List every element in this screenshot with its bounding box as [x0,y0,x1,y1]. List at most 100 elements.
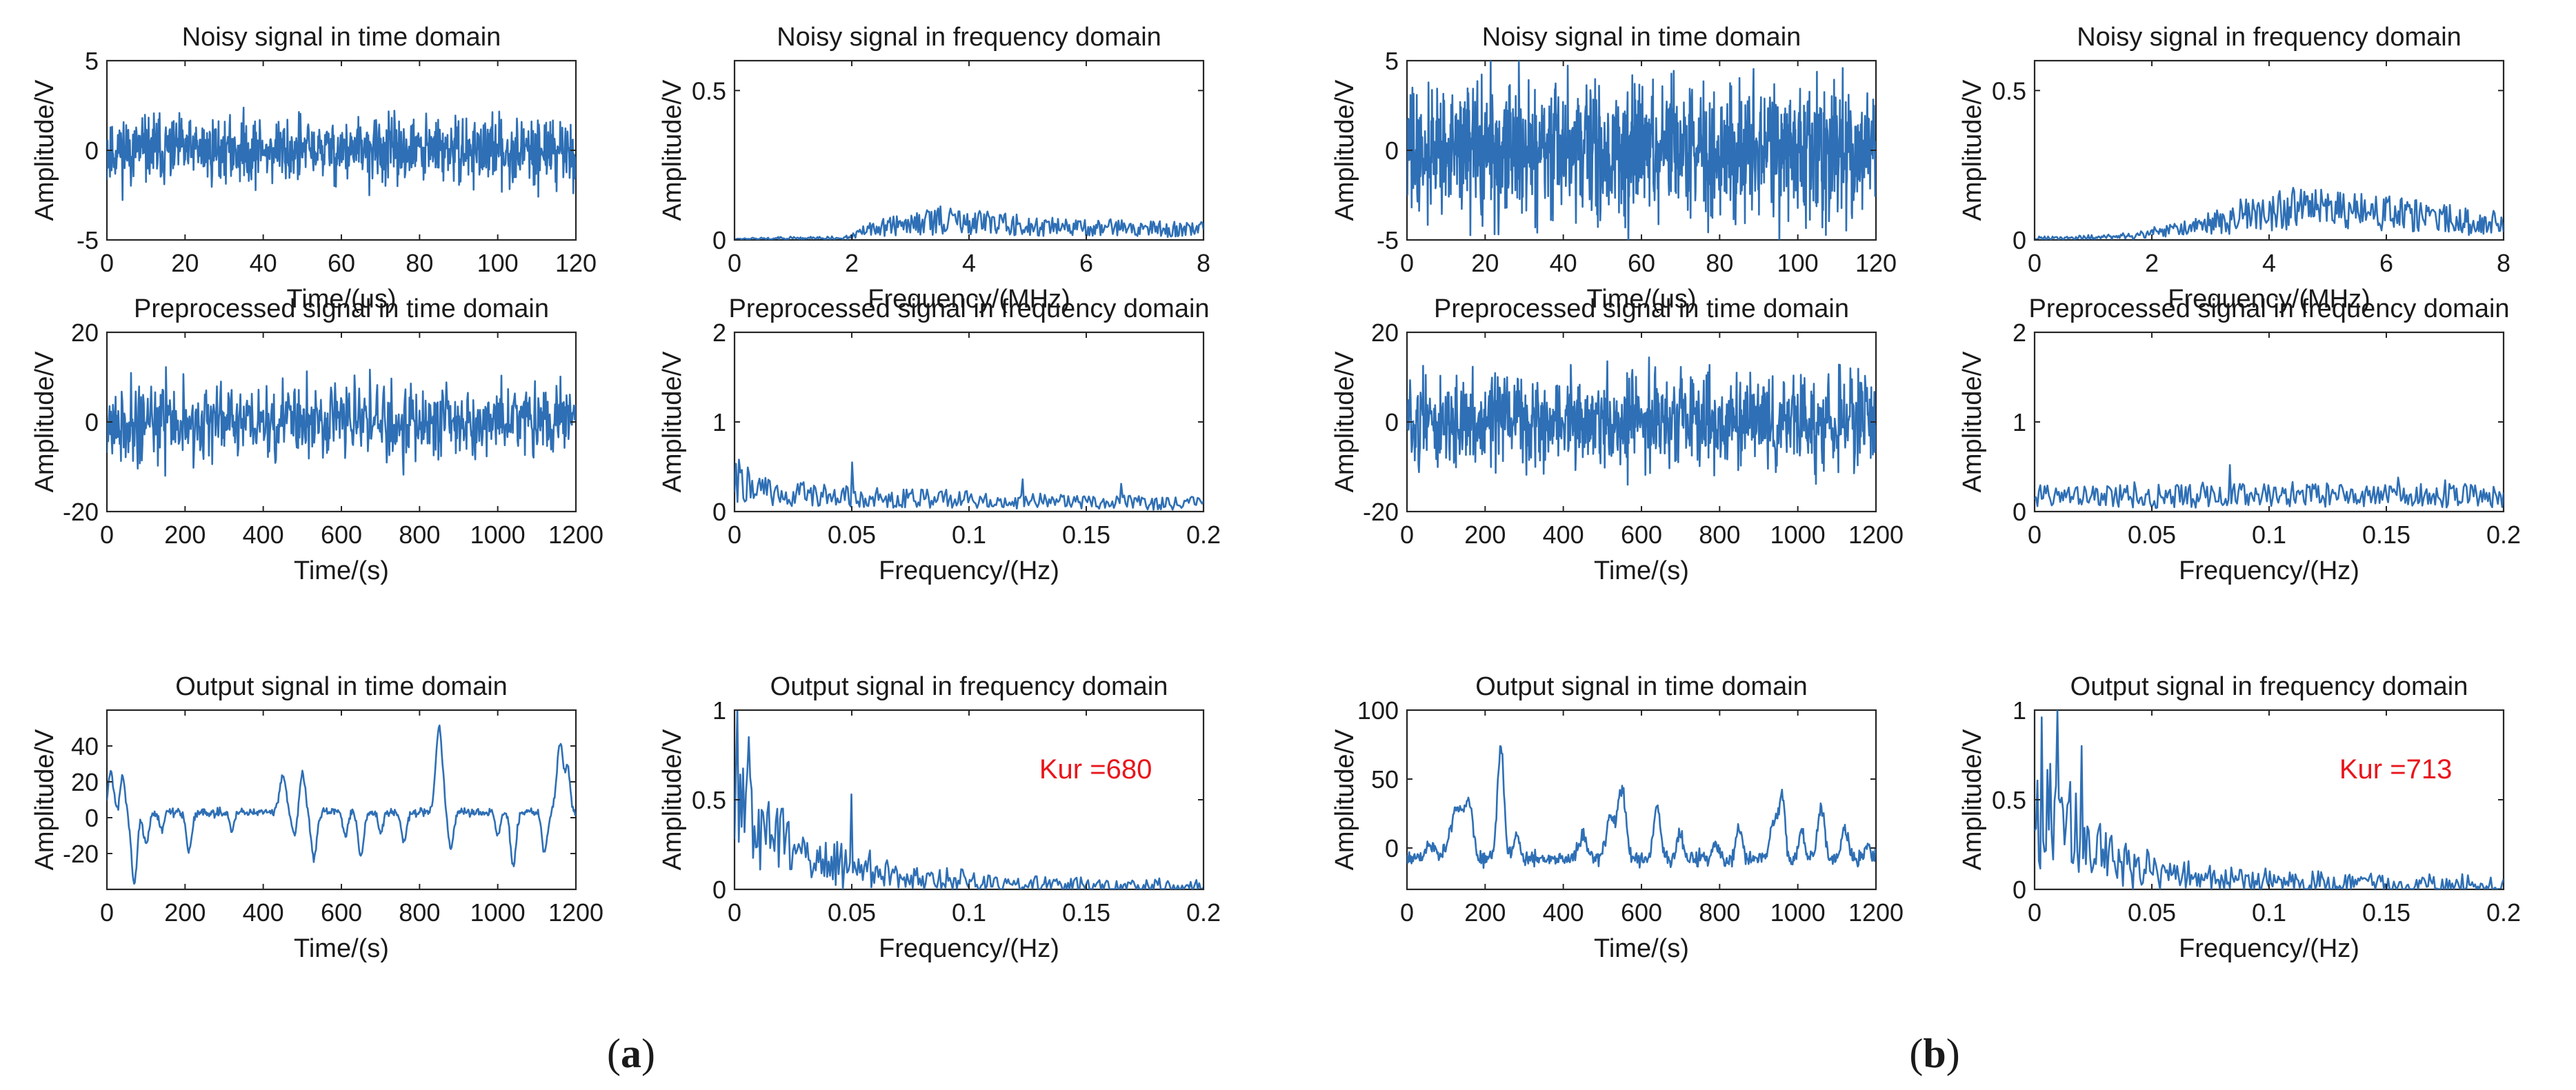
x-axis-label: Time/(us) [1586,285,1696,314]
kurtosis-annotation: Kur =713 [2339,754,2452,785]
x-tick-label: 2 [2145,249,2159,277]
x-tick-label: 0 [2028,249,2041,277]
x-axis-label: Frequency/(Hz) [2179,556,2359,585]
x-tick-label: 0 [728,249,741,277]
x-tick-label: 200 [164,521,206,549]
y-axis-label: Amplitude/V [1958,729,1987,871]
y-axis-label: Amplitude/V [1330,351,1359,493]
y-axis-label: Amplitude/V [658,79,687,221]
x-tick-label: 1200 [1848,521,1904,549]
x-tick-label: 4 [2262,249,2276,277]
y-tick-label: 0 [1385,834,1399,862]
x-tick-label: 400 [243,521,284,549]
y-tick-label: -5 [77,226,99,254]
x-tick-label: 0 [2028,521,2041,549]
y-tick-label: 0 [712,498,726,526]
y-axis-label: Amplitude/V [1958,351,1987,493]
y-axis-label: Amplitude/V [30,729,59,871]
y-tick-label: 0 [85,408,99,436]
y-tick-label: 1 [712,408,726,436]
x-tick-label: 1000 [470,521,526,549]
x-tick-label: 0 [100,521,114,549]
x-tick-label: 600 [1621,521,1662,549]
x-tick-label: 40 [1550,249,1577,277]
subplot-b-out-time: Output signal in time domain 0 200 400 600 80… [1330,672,1904,963]
x-tick-label: 0 [100,249,114,277]
x-tick-label: 1000 [470,898,526,927]
signal-line [1407,61,1876,240]
x-axis-label: Frequency/(MHz) [2168,285,2370,314]
panel-title: Output signal in frequency domain [770,672,1168,701]
y-axis-label: Amplitude/V [30,351,59,493]
y-tick-label: 5 [85,47,99,75]
x-tick-label: 20 [1471,249,1499,277]
y-tick-label: 0 [2013,498,2026,526]
x-tick-label: 0 [728,521,741,549]
x-tick-label: 0.15 [1062,521,1110,549]
y-axis-label: Amplitude/V [1958,79,1987,221]
x-tick-label: 0 [1400,249,1414,277]
subplot-b-noisy-time: Noisy signal in time domain 0 20 40 60 80 100 1… [1330,23,1897,314]
x-tick-label: 400 [1543,898,1584,927]
y-tick-label: -5 [1377,226,1399,254]
panel-title: Preprocessed signal in frequency domain [728,294,1209,323]
x-tick-label: 60 [328,249,355,277]
panel-title: Preprocessed signal in frequency domain [2028,294,2509,323]
x-tick-label: 0.2 [2486,521,2521,549]
x-tick-label: 0 [1400,521,1414,549]
subplot-a-noisy-freq: Noisy signal in frequency domain 0 2 4 6 8 0 0.… [658,23,1210,314]
x-tick-label: 2 [845,249,859,277]
x-tick-label: 20 [171,249,199,277]
y-tick-label: 5 [1385,47,1399,75]
x-tick-label: 60 [1628,249,1655,277]
y-tick-label: 0.5 [692,786,726,814]
signal-line [2035,464,2504,509]
x-tick-label: 120 [555,249,597,277]
x-tick-label: 8 [2497,249,2510,277]
signal-line [735,458,1204,511]
x-tick-label: 8 [1197,249,1210,277]
subplot-a-pre-freq: Preprocessed signal in frequency domain 0… [658,294,1221,585]
x-tick-label: 0 [2028,898,2041,927]
x-tick-label: 80 [406,249,433,277]
y-tick-label: 40 [71,732,99,760]
signal-line [107,106,576,201]
y-tick-label: 0 [712,876,726,904]
subplot-a-noisy-time: Noisy signal in time domain 0 20 40 60 80 100 1… [30,23,597,314]
signal-line [2035,187,2504,240]
x-tick-label: 1200 [548,521,603,549]
plot-area [733,331,1205,513]
y-tick-label: -20 [63,840,99,868]
y-tick-label: 0 [1385,408,1399,436]
y-tick-label: 20 [1371,319,1399,347]
x-tick-label: 0.15 [2362,521,2410,549]
x-tick-label: 800 [399,898,440,927]
y-tick-label: 0 [85,137,99,165]
x-tick-label: 1000 [1770,898,1826,927]
x-tick-label: 800 [1699,521,1740,549]
x-tick-label: 6 [2379,249,2393,277]
x-tick-label: 800 [399,521,440,549]
x-axis-label: Frequency/(Hz) [2179,934,2359,963]
x-tick-label: 0 [1400,898,1414,927]
x-tick-label: 0.15 [1062,898,1110,927]
x-tick-label: 0.2 [1186,898,1221,927]
x-axis-label: Frequency/(MHz) [868,285,1070,314]
y-tick-label: 100 [1357,696,1399,725]
x-axis-label: Time/(s) [294,934,389,963]
subplot-b-pre-freq: Preprocessed signal in frequency domain 0… [1958,294,2521,585]
x-tick-label: 400 [243,898,284,927]
signal-line [735,205,1204,240]
subplot-a-out-freq: Output signal in frequency domain 0 0.05 0.… [658,672,1221,963]
y-tick-label: 0 [2013,876,2026,904]
x-tick-label: 200 [164,898,206,927]
plot-area [733,709,1205,891]
y-tick-label: 0.5 [1992,77,2026,105]
y-tick-label: 1 [712,696,726,725]
signal-line [2035,710,2504,889]
panel-title: Output signal in time domain [1475,672,1808,701]
